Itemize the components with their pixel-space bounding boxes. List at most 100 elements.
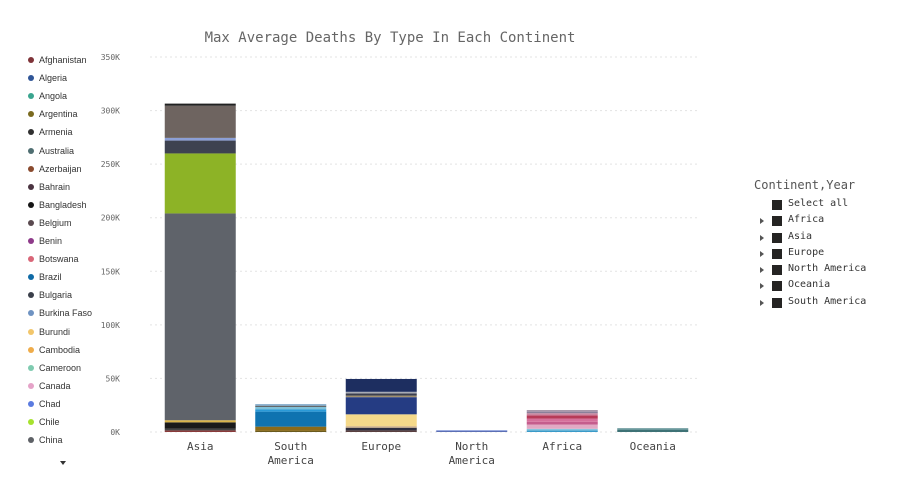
slicer-item-label: Select all bbox=[788, 198, 849, 209]
slicer-item-label: Africa bbox=[788, 214, 825, 226]
bar-segment bbox=[255, 404, 327, 406]
expand-chevron-icon[interactable] bbox=[760, 299, 764, 306]
legend-scroll-down-icon[interactable] bbox=[60, 461, 66, 465]
legend-label: Brazil bbox=[39, 272, 62, 283]
slicer-item-label: Europe bbox=[788, 246, 825, 258]
x-tick-label: Asia bbox=[187, 440, 214, 453]
slicer-item[interactable]: South America bbox=[754, 295, 904, 311]
legend-item[interactable]: Botswana bbox=[28, 254, 79, 264]
y-tick-label: 300K bbox=[101, 107, 120, 116]
legend-dot-icon bbox=[28, 437, 34, 444]
legend-label: Cambodia bbox=[39, 344, 81, 355]
bar-segment bbox=[526, 411, 598, 414]
y-tick-label: 250K bbox=[101, 160, 120, 169]
legend-label: Afghanistan bbox=[39, 55, 87, 65]
y-tick-label: 150K bbox=[101, 267, 120, 276]
slicer-item[interactable]: Africa bbox=[754, 213, 904, 229]
bar-segment bbox=[345, 391, 417, 394]
chart-legend[interactable]: Afghanistan Algeria Angola Argentina Armenia… bbox=[28, 52, 100, 452]
slicer-item-label: Asia bbox=[788, 230, 813, 242]
slicer-checkbox[interactable] bbox=[772, 200, 782, 210]
continent-year-slicer[interactable]: Continent,Year Select all Africa Asia Europ… bbox=[754, 178, 904, 311]
legend-item[interactable]: Canada bbox=[28, 381, 71, 391]
legend-label: Chile bbox=[39, 417, 60, 427]
x-tick-label: America bbox=[268, 454, 314, 467]
slicer-item-label: North America bbox=[788, 263, 867, 275]
legend-label: Canada bbox=[39, 380, 71, 391]
expand-chevron-icon[interactable] bbox=[760, 250, 764, 257]
legend-item[interactable]: Brazil bbox=[28, 272, 62, 282]
bar-segment bbox=[345, 393, 417, 396]
legend-item[interactable]: Chad bbox=[28, 399, 61, 409]
legend-item[interactable]: Belgium bbox=[28, 218, 72, 228]
legend-item[interactable]: Armenia bbox=[28, 127, 73, 137]
legend-dot-icon bbox=[28, 292, 34, 299]
bar-segment bbox=[345, 397, 417, 415]
bar-segment bbox=[345, 427, 417, 431]
slicer-items: Select all Africa Asia Europe North America O… bbox=[754, 197, 904, 311]
legend-label: Belgium bbox=[39, 217, 72, 228]
bar-segment bbox=[255, 411, 327, 427]
legend-item[interactable]: Argentina bbox=[28, 109, 78, 119]
slicer-item[interactable]: North America bbox=[754, 262, 904, 278]
legend-item[interactable]: Burkina Faso bbox=[28, 308, 92, 318]
expand-chevron-icon[interactable] bbox=[760, 267, 764, 274]
bar-segment bbox=[255, 409, 327, 412]
bar-segment bbox=[164, 153, 236, 214]
legend-dot-icon bbox=[28, 147, 34, 154]
slicer-item[interactable]: Oceania bbox=[754, 278, 904, 294]
slicer-checkbox[interactable] bbox=[772, 232, 782, 243]
slicer-item[interactable]: Europe bbox=[754, 246, 904, 262]
legend-label: Azerbaijan bbox=[39, 163, 82, 174]
legend-item[interactable]: Algeria bbox=[28, 73, 67, 83]
expand-chevron-icon[interactable] bbox=[760, 283, 764, 290]
legend-dot-icon bbox=[28, 256, 34, 263]
bar-segment bbox=[255, 426, 327, 431]
bar-segment bbox=[617, 428, 689, 430]
legend-item[interactable]: Cameroon bbox=[28, 363, 81, 373]
legend-item[interactable]: Australia bbox=[28, 146, 74, 156]
slicer-checkbox[interactable] bbox=[772, 216, 782, 227]
legend-dot-icon bbox=[28, 201, 34, 208]
slicer-item[interactable]: Select all bbox=[754, 197, 904, 213]
legend-dot-icon bbox=[28, 382, 34, 389]
legend-dot-icon bbox=[28, 129, 34, 136]
legend-label: Bulgaria bbox=[39, 290, 73, 301]
legend-item[interactable]: Chile bbox=[28, 417, 60, 427]
legend-dot-icon bbox=[28, 238, 34, 244]
slicer-checkbox[interactable] bbox=[772, 265, 782, 276]
legend-item[interactable]: Burundi bbox=[28, 327, 70, 337]
legend-label: China bbox=[39, 435, 63, 446]
legend-item[interactable]: Angola bbox=[28, 91, 67, 101]
legend-item[interactable]: China bbox=[28, 435, 63, 445]
legend-item[interactable]: Azerbaijan bbox=[28, 164, 82, 174]
bar-segment bbox=[526, 430, 598, 432]
bar-segment bbox=[345, 430, 417, 432]
legend-item[interactable]: Afghanistan bbox=[28, 55, 87, 65]
legend-label: Australia bbox=[39, 145, 75, 156]
expand-chevron-icon[interactable] bbox=[760, 234, 764, 241]
bar-segment bbox=[617, 429, 689, 432]
legend-item[interactable]: Bulgaria bbox=[28, 290, 72, 300]
legend-label: Algeria bbox=[39, 73, 68, 84]
slicer-checkbox[interactable] bbox=[772, 297, 782, 308]
legend-item[interactable]: Bahrain bbox=[28, 182, 70, 192]
legend-item[interactable]: Cambodia bbox=[28, 345, 80, 355]
legend-label: Armenia bbox=[39, 127, 73, 138]
legend-dot-icon bbox=[28, 310, 34, 317]
legend-item[interactable]: Benin bbox=[28, 236, 62, 246]
slicer-checkbox[interactable] bbox=[772, 281, 782, 292]
bar-segment bbox=[164, 428, 236, 431]
slicer-item[interactable]: Asia bbox=[754, 230, 904, 246]
legend-label: Chad bbox=[39, 398, 61, 409]
bar-segment bbox=[164, 430, 236, 432]
legend-label: Bahrain bbox=[39, 181, 71, 192]
legend-label: Botswana bbox=[39, 254, 79, 265]
legend-dot-icon bbox=[28, 75, 34, 82]
expand-chevron-icon[interactable] bbox=[760, 218, 764, 225]
bar-segment bbox=[255, 430, 327, 432]
legend-item[interactable]: Bangladesh bbox=[28, 200, 87, 210]
y-tick-label: 0K bbox=[110, 428, 120, 437]
slicer-checkbox[interactable] bbox=[772, 248, 782, 259]
